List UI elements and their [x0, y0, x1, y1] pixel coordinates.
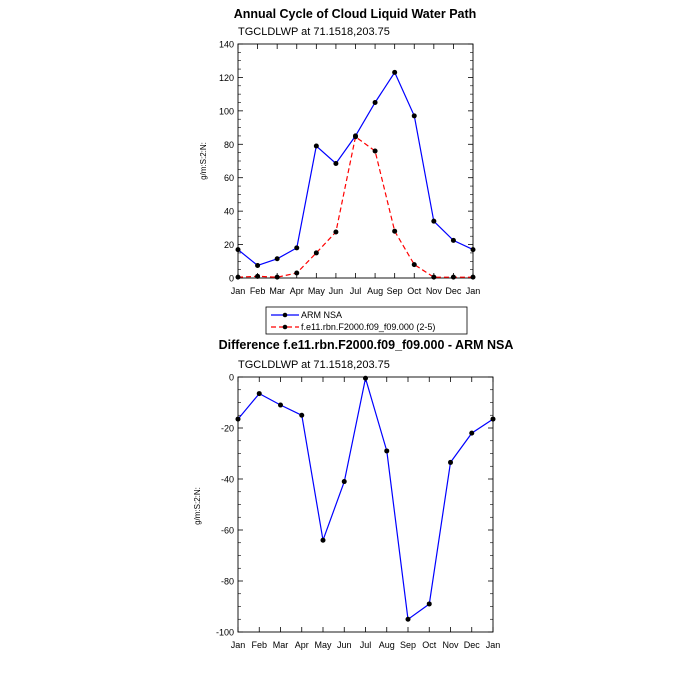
top-xtick-label: Dec [445, 286, 462, 296]
bottom-xtick-label: Jul [360, 640, 372, 650]
bottom-series-0-line [237, 378, 494, 621]
bottom-series-0-point [469, 430, 475, 436]
bottom-series-0-point [448, 459, 453, 465]
top-series-1-point [255, 273, 261, 279]
bottom-xtick-label: Apr [295, 640, 309, 650]
top-xtick-label: May [308, 286, 326, 296]
bottom-ytick-label: -100 [216, 628, 234, 638]
bottom-series-0-point [299, 412, 305, 418]
bottom-chart-subtitle: TGCLDLWP at 71.1518,203.75 [238, 359, 390, 371]
top-xtick-label: Oct [407, 286, 422, 296]
top-series-0-point [255, 262, 261, 268]
top-series-1-point [333, 229, 339, 235]
top-chart-title: Annual Cycle of Cloud Liquid Water Path [234, 7, 477, 21]
top-series-1-point [294, 270, 300, 276]
top-ytick-label: 0 [229, 274, 234, 284]
top-series-1-point [470, 274, 476, 280]
top-series-0-point [294, 245, 300, 251]
bottom-chart-ylabel: g/m:S:2:N: [193, 487, 202, 525]
top-ytick-label: 60 [224, 173, 234, 183]
legend-label-model: f.e11.rbn.F2000.f09_f09.000 (2-5) [301, 322, 435, 332]
bottom-series-0-point [490, 416, 496, 422]
top-ytick-label: 80 [224, 140, 234, 150]
bottom-series-0-point [363, 375, 368, 381]
top-series-0-point [431, 218, 437, 224]
top-series-1-point [411, 262, 417, 268]
top-xtick-label: Feb [250, 286, 266, 296]
top-xtick-label: Aug [367, 286, 383, 296]
bottom-xtick-label: Oct [422, 640, 437, 650]
top-series-0-point [470, 247, 476, 253]
top-series-1-point [235, 274, 241, 280]
bottom-xtick-label: Nov [442, 640, 459, 650]
bottom-ytick-label: -40 [221, 475, 234, 485]
bottom-series-0-point [320, 537, 326, 543]
top-xtick-label: Sep [387, 286, 403, 296]
top-series-1-point [392, 228, 398, 234]
top-series-1-point [353, 134, 358, 140]
bottom-xtick-label: Jan [231, 640, 246, 650]
bottom-series-0-point [426, 601, 432, 607]
top-series-0-point [235, 247, 241, 253]
bottom-xtick-label: May [314, 640, 332, 650]
top-series-1-point [313, 250, 319, 256]
bottom-ytick-label: -20 [221, 424, 234, 434]
bottom-xtick-label: Jun [337, 640, 352, 650]
top-xtick-label: Jul [350, 286, 362, 296]
top-series-1-point [450, 274, 456, 280]
bottom-ytick-label: -60 [221, 526, 234, 536]
legend: ARM NSA f.e11.rbn.F2000.f09_f09.000 (2-5… [265, 306, 468, 335]
top-series-0-line [237, 71, 474, 267]
top-xtick-label: Jun [329, 286, 344, 296]
top-series-0-point [274, 256, 280, 262]
bottom-series-0-point [341, 479, 347, 485]
top-series-1-point [274, 274, 280, 280]
top-chart-subtitle: TGCLDLWP at 71.1518,203.75 [238, 26, 390, 38]
top-ytick-label: 120 [219, 73, 234, 83]
bottom-series-0-point [235, 416, 241, 422]
top-series-0-point [313, 143, 319, 149]
top-chart-ylabel: g/m:S:2:N: [199, 142, 208, 180]
top-xtick-label: Mar [269, 286, 285, 296]
top-series-0-point [392, 69, 398, 75]
top-xtick-label: Jan [231, 286, 246, 296]
bottom-chart-plot: -100 -80 -60 -40 -20 0 Jan Feb Mar Apr May Jun Jul Au… [216, 373, 500, 651]
top-xtick-label: Nov [426, 286, 443, 296]
top-ytick-label: 140 [219, 40, 234, 50]
top-series-0-point [411, 113, 417, 119]
bottom-xtick-label: Feb [251, 640, 267, 650]
bottom-ytick-label: -80 [221, 577, 234, 587]
legend-label-arm: ARM NSA [301, 310, 342, 320]
top-ytick-label: 20 [224, 240, 234, 250]
legend-box [265, 306, 468, 335]
top-xtick-label: Jan [466, 286, 481, 296]
top-series-1-point [431, 274, 437, 280]
top-series-0-point [372, 100, 378, 105]
bottom-chart-title: Difference f.e11.rbn.F2000.f09_f09.000 -… [219, 338, 514, 352]
top-ytick-label: 40 [224, 207, 234, 217]
bottom-plot-frame [237, 376, 494, 633]
top-series-0-point [333, 161, 339, 167]
top-series-1-point [372, 148, 378, 154]
bottom-series-0-point [384, 448, 390, 454]
bottom-xtick-label: Mar [273, 640, 289, 650]
bottom-xtick-label: Dec [464, 640, 481, 650]
bottom-series-0-point [256, 391, 262, 397]
top-series-1-line [237, 135, 473, 278]
bottom-xtick-label: Aug [379, 640, 395, 650]
bottom-series-0-point [278, 402, 283, 408]
legend-marker-arm [282, 312, 288, 318]
top-ytick-label: 100 [219, 106, 234, 116]
bottom-xtick-label: Sep [400, 640, 416, 650]
bottom-xtick-label: Jan [486, 640, 501, 650]
top-xtick-label: Apr [290, 286, 304, 296]
bottom-series-0-point [405, 616, 411, 622]
top-plot-frame [237, 43, 474, 279]
bottom-ytick-label: 0 [229, 373, 234, 383]
top-series-0-point [450, 237, 456, 243]
top-chart-plot: 0 20 40 60 80 100 120 140 Jan Feb Mar Apr May Jun Jul A… [219, 40, 480, 297]
legend-marker-model [282, 324, 288, 330]
